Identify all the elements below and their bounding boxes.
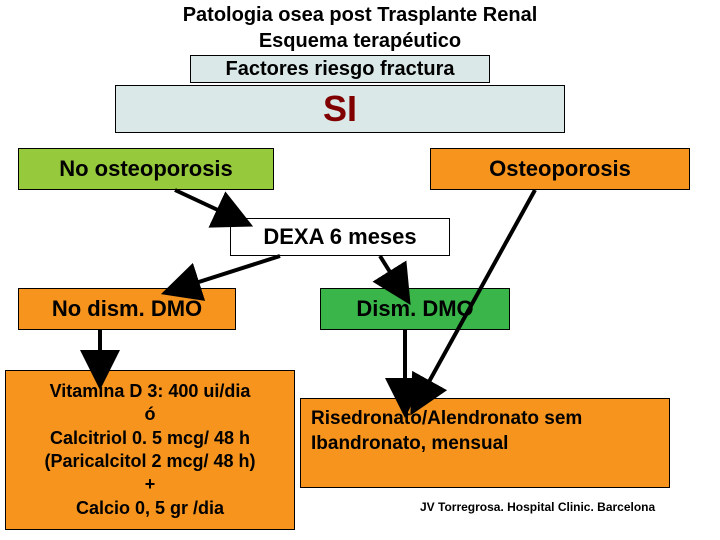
node-treatment-vitamin: Vitamina D 3: 400 ui/dia ó Calcitriol 0.… bbox=[5, 370, 295, 530]
node-factores-riesgo: Factores riesgo fractura bbox=[190, 55, 490, 83]
node-dism-dmo: Dism. DMO bbox=[320, 288, 510, 330]
title-line-1: Patologia osea post Trasplante Renal bbox=[0, 4, 720, 27]
node-si: SI bbox=[115, 85, 565, 133]
treatment-line: Calcitriol 0. 5 mcg/ 48 h bbox=[50, 427, 250, 450]
title-line-2: Esquema terapéutico bbox=[0, 30, 720, 53]
treatment-line: Calcio 0, 5 gr /dia bbox=[76, 497, 224, 520]
node-treatment-risedronato: Risedronato/Alendronato sem Ibandronato,… bbox=[300, 398, 670, 488]
node-osteoporosis: Osteoporosis bbox=[430, 148, 690, 190]
treatment-line: Vitamina D 3: 400 ui/dia bbox=[50, 380, 251, 403]
treatment-line: + bbox=[145, 473, 156, 496]
treatment-line: (Paricalcitol 2 mcg/ 48 h) bbox=[44, 450, 255, 473]
node-label: DEXA 6 meses bbox=[263, 224, 416, 250]
node-label: Dism. DMO bbox=[356, 296, 473, 322]
node-label: Factores riesgo fractura bbox=[226, 58, 455, 81]
node-no-dism-dmo: No dism. DMO bbox=[18, 288, 236, 330]
treatment-line: Risedronato/Alendronato sem bbox=[311, 407, 582, 432]
node-label: No osteoporosis bbox=[59, 156, 233, 182]
credit-line: JV Torregrosa. Hospital Clinic. Barcelon… bbox=[420, 500, 655, 514]
node-label: No dism. DMO bbox=[52, 296, 202, 322]
treatment-line: ó bbox=[145, 403, 156, 426]
node-label: SI bbox=[323, 88, 357, 130]
treatment-line: Ibandronato, mensual bbox=[311, 432, 508, 457]
node-no-osteoporosis: No osteoporosis bbox=[18, 148, 274, 190]
node-dexa: DEXA 6 meses bbox=[230, 218, 450, 256]
node-label: Osteoporosis bbox=[489, 156, 631, 182]
